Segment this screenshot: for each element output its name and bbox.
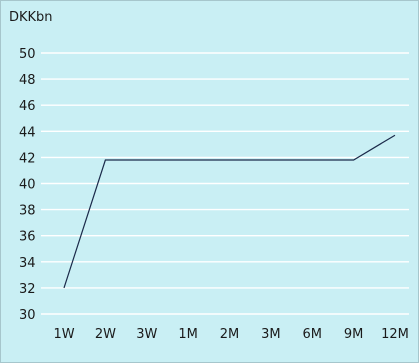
y-tick-label: 38 [19, 204, 36, 219]
y-tick-label: 46 [19, 99, 36, 114]
x-tick-label: 2M [220, 327, 240, 342]
y-tick-label: 50 [19, 47, 36, 62]
y-axis-title: DKKbn [9, 10, 53, 25]
x-tick-label: 1M [178, 327, 198, 342]
y-tick-label: 34 [19, 256, 36, 271]
gridlines [41, 52, 409, 315]
series-line [63, 134, 396, 289]
y-tick-label: 36 [19, 230, 36, 245]
y-tick-label: 48 [19, 73, 36, 88]
x-tick-label: 9M [344, 327, 364, 342]
y-tick-label: 30 [19, 308, 36, 323]
x-tick-label: 12M [381, 327, 409, 342]
x-tick-label: 2W [95, 327, 116, 342]
y-tick-label: 42 [19, 151, 36, 166]
series-lines [63, 134, 396, 289]
y-tick-label: 44 [19, 125, 36, 140]
y-tick-labels: 30 32 34 36 38 40 42 44 46 48 50 [19, 47, 36, 323]
x-tick-label: 3W [136, 327, 157, 342]
y-tick-label: 32 [19, 282, 36, 297]
x-tick-label: 1W [53, 327, 74, 342]
x-tick-labels: 1W 2W 3W 1M 2M 3M 6M 9M 12M [53, 327, 408, 342]
x-tick-label: 6M [303, 327, 323, 342]
y-tick-label: 40 [19, 178, 36, 193]
x-tick-label: 3M [261, 327, 281, 342]
